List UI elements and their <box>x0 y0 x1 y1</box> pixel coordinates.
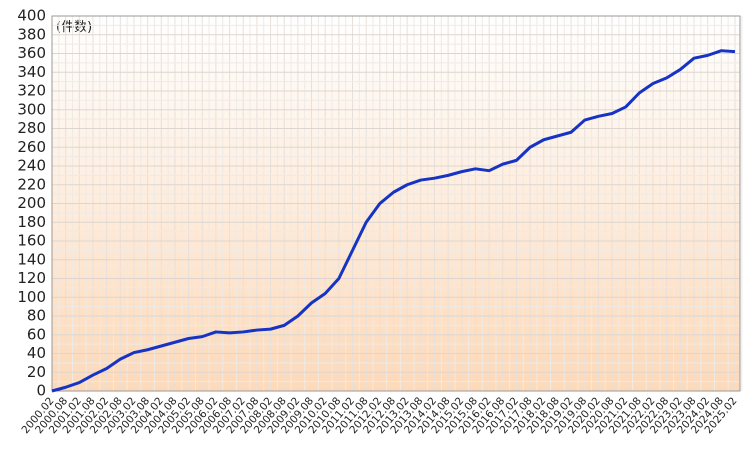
y-tick-label: 80 <box>27 307 46 325</box>
y-tick-label: 100 <box>17 288 46 306</box>
y-tick-label: 320 <box>17 82 46 100</box>
y-tick-label: 300 <box>17 100 46 118</box>
y-tick-label: 360 <box>17 44 46 62</box>
y-tick-label: 180 <box>17 213 46 231</box>
plot-border <box>51 15 741 392</box>
y-tick-label: 200 <box>17 194 46 212</box>
y-tick-label: 240 <box>17 157 46 175</box>
y-tick-label: 120 <box>17 269 46 287</box>
y-tick-label: 220 <box>17 175 46 193</box>
y-tick-label: 40 <box>27 344 46 362</box>
annotation: (件数) <box>56 20 92 35</box>
data-line <box>51 49 736 393</box>
y-tick-label: 400 <box>17 7 46 25</box>
y-tick-label: 0 <box>36 382 46 400</box>
y-tick-label: 160 <box>17 232 46 250</box>
y-tick-label: 340 <box>17 63 46 81</box>
y-tick-label: 380 <box>17 25 46 43</box>
y-tick-label: 20 <box>27 363 46 381</box>
y-tick-label: 280 <box>17 119 46 137</box>
y-tick-label: 140 <box>17 250 46 268</box>
y-tick-label: 260 <box>17 138 46 156</box>
y-tick-label: 60 <box>27 325 46 343</box>
